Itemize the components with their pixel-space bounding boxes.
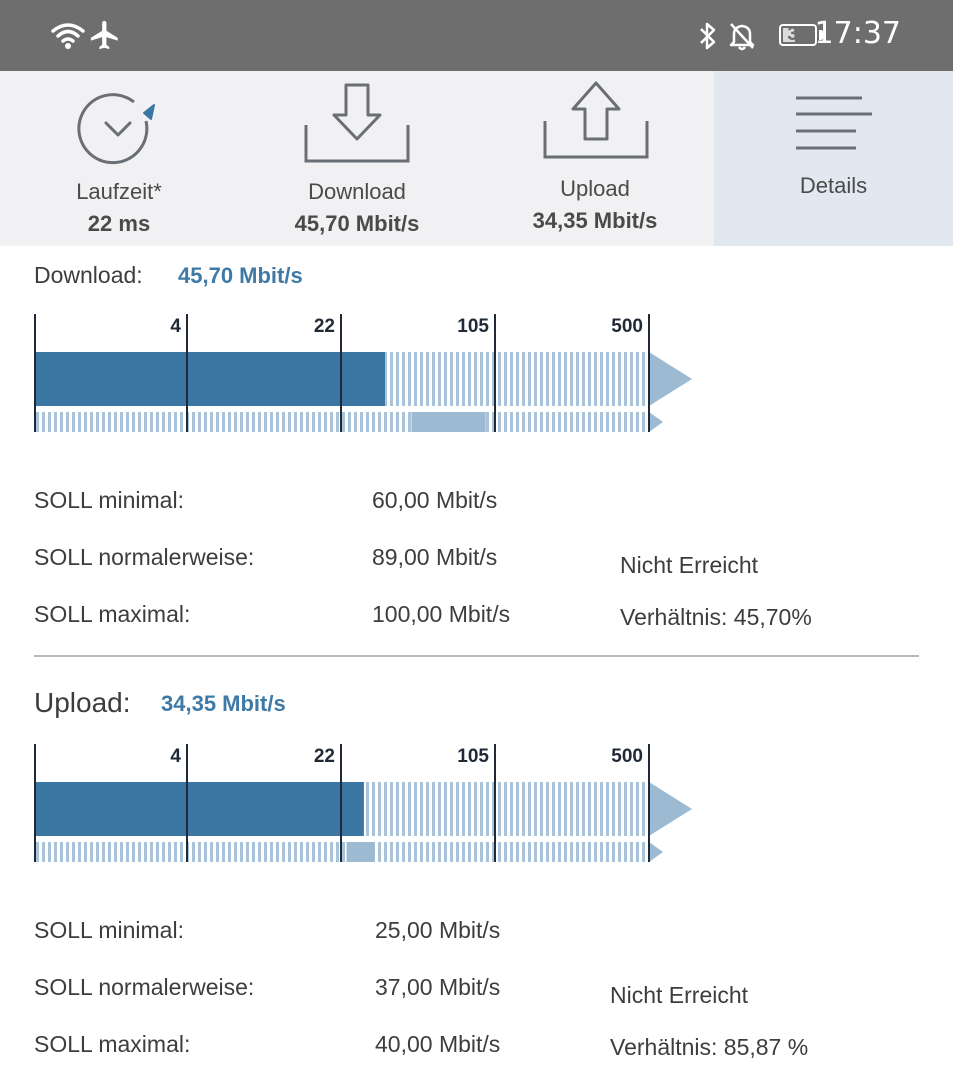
soll-range-bar — [411, 412, 486, 432]
download-soll-min-value: 60,00 Mbit/s — [372, 487, 498, 513]
upload-speed-meter: 4 22 105 500 — [34, 744, 692, 862]
upload-soll-normal-label: SOLL normalerweise: — [34, 974, 255, 1000]
download-soll-min-label: SOLL minimal: — [34, 487, 184, 513]
download-icon — [304, 83, 410, 163]
menu-lines-icon — [796, 96, 872, 150]
bluetooth-icon — [700, 22, 716, 50]
upload-status: Nicht Erreicht — [610, 982, 749, 1008]
section-divider — [34, 655, 919, 657]
airplane-icon — [90, 20, 118, 50]
upload-soll-max-label: SOLL maximal: — [34, 1031, 191, 1057]
download-soll-normal-value: 89,00 Mbit/s — [372, 544, 498, 570]
tab-details[interactable]: Details — [714, 71, 953, 246]
tab-laufzeit[interactable]: Laufzeit* 22 ms — [0, 71, 238, 246]
upload-soll-min-label: SOLL minimal: — [34, 917, 184, 943]
download-ratio: Verhältnis: 45,70% — [620, 604, 812, 630]
download-section-title: Download: — [34, 262, 143, 288]
meter-main-arrow — [649, 782, 692, 836]
battery-percent: 39 — [787, 24, 809, 45]
scale-tick-label: 22 — [314, 746, 335, 767]
upload-soll-normal-value: 37,00 Mbit/s — [375, 974, 501, 1000]
tab-laufzeit-value: 22 ms — [87, 211, 151, 236]
scale-tick-label: 4 — [170, 316, 181, 337]
meter-main-arrow — [649, 352, 692, 406]
status-bar: 39 17:37 — [0, 0, 953, 71]
tab-upload-value: 34,35 Mbit/s — [532, 208, 658, 233]
measured-speed-bar — [35, 352, 385, 406]
upload-soll-max-value: 40,00 Mbit/s — [375, 1031, 501, 1057]
upload-icon — [543, 81, 649, 159]
tab-download-label: Download — [308, 179, 406, 204]
battery-tip — [819, 30, 823, 40]
download-soll-normal-label: SOLL normalerweise: — [34, 544, 255, 570]
scale-tick-label: 500 — [611, 746, 643, 767]
download-status: Nicht Erreicht — [620, 552, 759, 578]
upload-ratio: Verhältnis: 85,87 % — [610, 1034, 809, 1060]
battery-icon: 39 — [779, 24, 817, 46]
scale-tick-label: 105 — [457, 316, 489, 337]
download-speed-meter: 4 22 105 500 — [34, 314, 692, 432]
upload-section-title: Upload: — [34, 687, 131, 718]
timer-icon — [77, 93, 155, 165]
tab-upload-label: Upload — [560, 176, 630, 201]
wifi-icon — [51, 23, 85, 49]
soll-range-bar — [346, 842, 375, 862]
meter-range-arrow — [649, 412, 663, 432]
tab-download[interactable]: Download 45,70 Mbit/s — [238, 71, 476, 246]
tab-laufzeit-label: Laufzeit* — [76, 179, 162, 204]
battery-level-fill — [783, 28, 795, 42]
download-soll-max-label: SOLL maximal: — [34, 601, 191, 627]
upload-soll-min-value: 25,00 Mbit/s — [375, 917, 501, 943]
tab-details-label: Details — [799, 173, 868, 198]
download-soll-max-value: 100,00 Mbit/s — [372, 601, 511, 627]
meter-range-arrow — [649, 842, 663, 862]
notifications-off-icon — [729, 23, 755, 51]
tab-download-value: 45,70 Mbit/s — [294, 211, 420, 236]
tab-upload[interactable]: Upload 34,35 Mbit/s — [476, 71, 714, 246]
scale-tick-label: 4 — [170, 746, 181, 767]
clock: 17:37 — [814, 16, 901, 51]
scale-tick-label: 500 — [611, 316, 643, 337]
download-section-value: 45,70 Mbit/s — [178, 263, 303, 288]
upload-section-value: 34,35 Mbit/s — [161, 691, 286, 716]
measured-speed-bar — [35, 782, 364, 836]
scale-tick-label: 105 — [457, 746, 489, 767]
scale-tick-label: 22 — [314, 316, 335, 337]
tab-bar: Laufzeit* 22 ms Download 45,70 Mbit/s Up… — [0, 71, 953, 246]
